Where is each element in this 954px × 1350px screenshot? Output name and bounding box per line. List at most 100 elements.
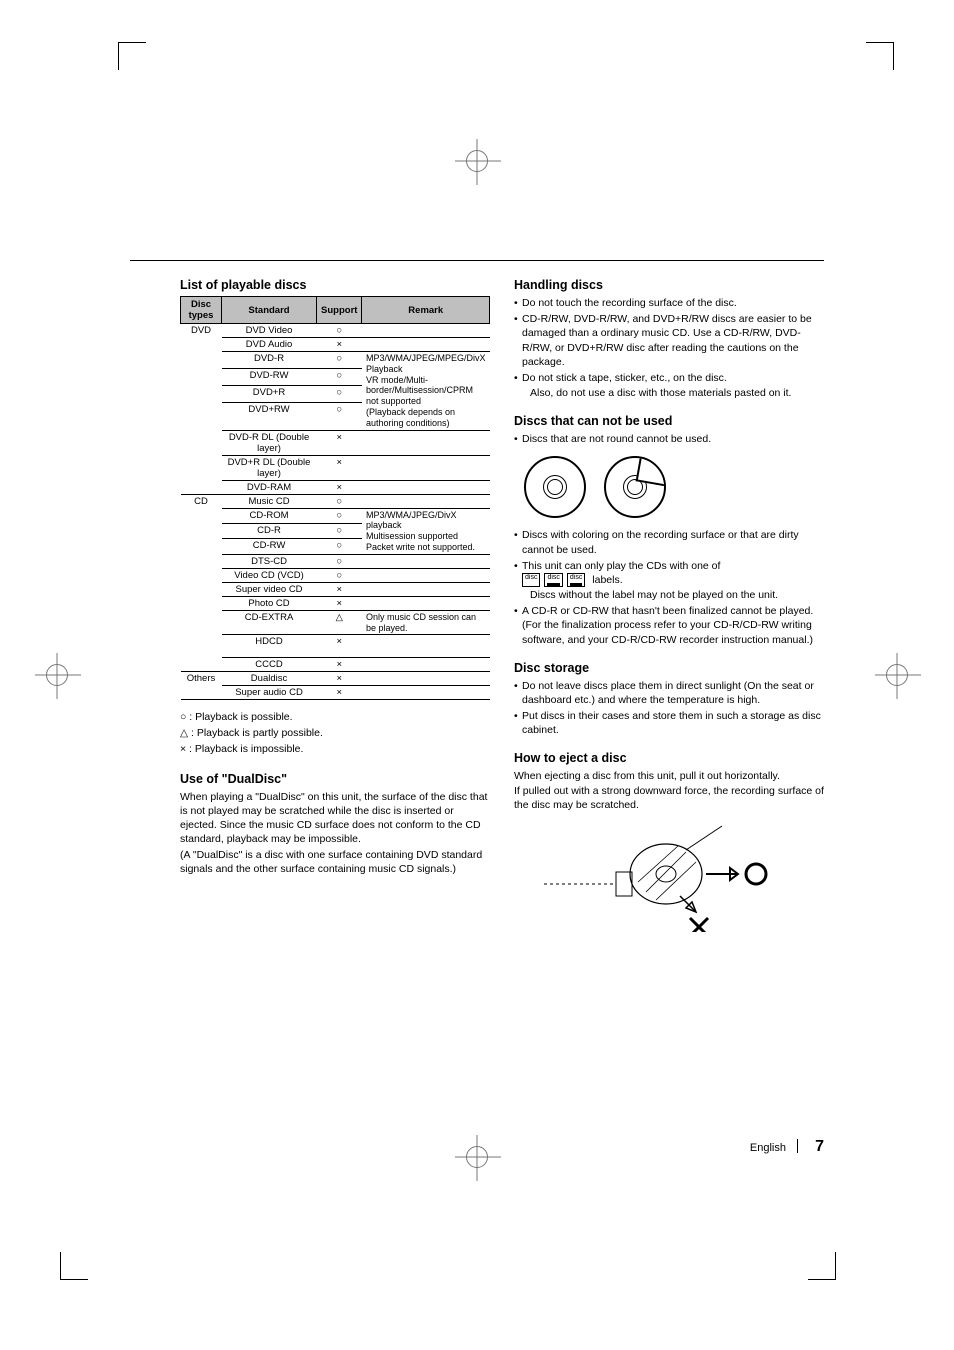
header-rule [130, 260, 824, 261]
table-cell: ○ [317, 554, 362, 568]
table-cell: DVD+RW [222, 402, 317, 430]
cannot-be-used-list-2: Discs with coloring on the recording sur… [514, 528, 824, 648]
table-cell: ○ [317, 324, 362, 338]
page-footer: English 7 [750, 1138, 824, 1156]
table-cell [362, 494, 490, 508]
table-cell: ○ [317, 523, 362, 538]
table-cell: × [317, 596, 362, 610]
eject-para-1: When ejecting a disc from this unit, pul… [514, 769, 824, 783]
table-cell: Super audio CD [222, 686, 317, 700]
table-cell: CD-RW [222, 539, 317, 554]
group-dvd: DVD [181, 324, 222, 495]
table-cell: Dualdisc [222, 672, 317, 686]
crop-mark [118, 42, 146, 70]
table-cell: ○ [317, 539, 362, 554]
non-round-disc-icon [604, 456, 666, 518]
table-cell: HDCD [222, 635, 317, 658]
legend-partly: △ : Playback is partly possible. [180, 726, 490, 742]
table-cell: × [317, 658, 362, 672]
disc-storage-list: Do not leave discs place them in direct … [514, 679, 824, 740]
table-cell: × [317, 480, 362, 494]
table-cell: CD-EXTRA [222, 610, 317, 635]
table-cell: × [317, 582, 362, 596]
table-cell: × [317, 338, 362, 352]
table-cell: DVD Video [222, 324, 317, 338]
cd-extra-remark: Only music CD session can be played. [362, 610, 490, 635]
table-cell: × [317, 672, 362, 686]
table-cell [362, 455, 490, 480]
list-item: Discs with coloring on the recording sur… [514, 528, 824, 556]
table-cell: ○ [317, 402, 362, 430]
table-cell: DTS-CD [222, 554, 317, 568]
eject-para-2: If pulled out with a strong downward for… [514, 784, 824, 812]
table-cell [362, 596, 490, 610]
round-disc-icon [524, 456, 586, 518]
crop-mark [60, 1252, 88, 1280]
table-cell: DVD+R [222, 385, 317, 402]
compact-disc-text-logo-icon: disc [544, 573, 562, 587]
compact-disc-rw-logo-icon: disc [567, 573, 585, 587]
table-cell [362, 672, 490, 686]
handling-discs-heading: Handling discs [514, 278, 824, 292]
table-cell [362, 430, 490, 455]
table-cell: DVD-RW [222, 368, 317, 385]
list-item-sub: Discs without the label may not be playe… [522, 588, 824, 602]
list-item: A CD-R or CD-RW that hasn't been finaliz… [514, 604, 824, 647]
table-cell: × [317, 686, 362, 700]
list-item: Do not touch the recording surface of th… [514, 296, 824, 310]
dualdisc-para-2: (A "DualDisc" is a disc with one surface… [180, 848, 490, 876]
disc-shape-figures [524, 456, 824, 518]
legend-possible: ○ : Playback is possible. [180, 710, 490, 726]
list-item: Do not stick a tape, sticker, etc., on t… [514, 371, 824, 400]
table-cell: ○ [317, 368, 362, 385]
table-cell: DVD-R [222, 352, 317, 369]
table-cell: ○ [317, 568, 362, 582]
table-cell [362, 554, 490, 568]
table-cell: CD-ROM [222, 508, 317, 523]
cd-logo-row: disc disc disc [522, 573, 585, 587]
handling-discs-list: Do not touch the recording surface of th… [514, 296, 824, 402]
table-cell: DVD-RAM [222, 480, 317, 494]
table-cell [362, 686, 490, 700]
table-cell: ○ [317, 385, 362, 402]
table-cell: DVD Audio [222, 338, 317, 352]
list-item: CD-R/RW, DVD-R/RW, and DVD+R/RW discs ar… [514, 312, 824, 369]
table-legend: ○ : Playback is possible. △ : Playback i… [180, 710, 490, 757]
table-cell [362, 324, 490, 338]
list-item: Put discs in their cases and store them … [514, 709, 824, 737]
table-cell: ○ [317, 494, 362, 508]
cannot-be-used-heading: Discs that can not be used [514, 414, 824, 428]
playable-discs-table: Disc types Standard Support Remark DVD D… [180, 296, 490, 700]
dualdisc-para-1: When playing a "DualDisc" on this unit, … [180, 790, 490, 847]
table-cell [362, 338, 490, 352]
page-number: 7 [815, 1138, 824, 1155]
th-standard: Standard [222, 297, 317, 324]
how-to-eject-heading: How to eject a disc [514, 751, 824, 765]
legend-impossible: × : Playback is impossible. [180, 742, 490, 758]
table-cell [362, 635, 490, 658]
table-cell [362, 658, 490, 672]
list-of-playable-discs-heading: List of playable discs [180, 278, 490, 292]
list-item: Discs that are not round cannot be used. [514, 432, 824, 446]
list-item-text: labels. [592, 574, 622, 586]
table-cell: CD-R [222, 523, 317, 538]
dvd-remark: MP3/WMA/JPEG/MPEG/DivX Playback VR mode/… [362, 352, 490, 431]
list-item-sub: Also, do not use a disc with those mater… [522, 386, 824, 400]
list-item: This unit can only play the CDs with one… [514, 559, 824, 603]
registration-mark [466, 150, 488, 172]
group-others: Others [181, 672, 222, 700]
table-cell: Music CD [222, 494, 317, 508]
table-cell: Super video CD [222, 582, 317, 596]
table-cell: ○ [317, 352, 362, 369]
table-cell [362, 480, 490, 494]
crop-mark [866, 42, 894, 70]
th-support: Support [317, 297, 362, 324]
table-cell: DVD-R DL (Double layer) [222, 430, 317, 455]
compact-disc-logo-icon: disc [522, 573, 540, 587]
footer-divider [797, 1139, 798, 1153]
footer-language: English [750, 1142, 786, 1154]
list-item: Do not leave discs place them in direct … [514, 679, 824, 707]
eject-figure [538, 822, 824, 937]
table-cell [362, 582, 490, 596]
table-cell: Video CD (VCD) [222, 568, 317, 582]
